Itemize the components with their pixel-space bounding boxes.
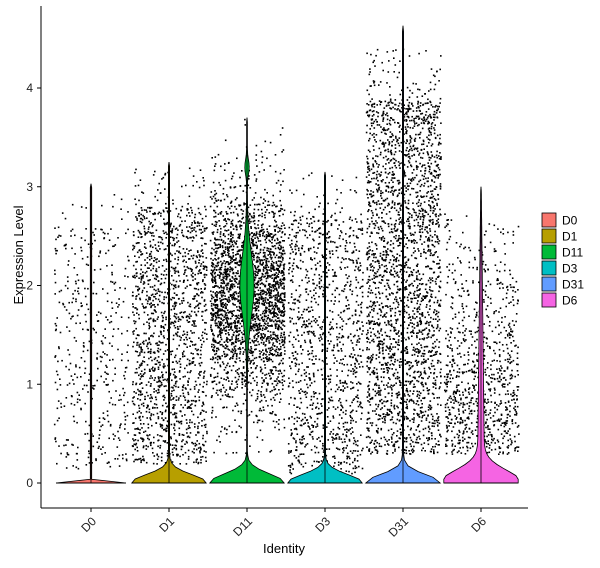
legend-label: D6 [562, 294, 578, 308]
legend-swatch [541, 276, 557, 292]
points-D3 [287, 172, 364, 475]
legend-label: D1 [562, 230, 578, 244]
legend-label: D3 [562, 262, 578, 276]
legend-label: D11 [562, 246, 583, 260]
legend-item-D31: D31 [541, 276, 584, 292]
legend-swatch [541, 244, 557, 260]
legend: D0 D1 D11 D3 D31 D6 [541, 212, 584, 308]
y-tick-label: 2 [26, 279, 33, 293]
legend-item-D6: D6 [541, 292, 578, 308]
legend-item-D0: D0 [541, 212, 578, 228]
x-tick-label: D11 [230, 514, 255, 539]
y-tick-label: 0 [26, 476, 33, 490]
violin-D1 [130, 162, 208, 484]
x-tick-label: D31 [386, 514, 412, 540]
legend-swatch [541, 212, 557, 228]
y-axis-title: Expression Level [11, 205, 26, 304]
legend-item-D11: D11 [541, 244, 583, 260]
legend-item-D1: D1 [541, 228, 578, 244]
violin-D0 [55, 183, 127, 484]
legend-swatch [541, 292, 557, 308]
x-tick-label: D1 [156, 514, 177, 535]
violin-D3 [286, 171, 364, 484]
x-tick-label: D0 [78, 514, 99, 535]
points-layer [53, 48, 520, 475]
points-D6 [443, 213, 520, 455]
points-D31 [365, 48, 442, 455]
y-tick-label: 4 [26, 81, 33, 95]
legend-label: D31 [562, 278, 584, 292]
violin-D6 [443, 186, 519, 484]
x-axis-title: Identity [263, 541, 305, 556]
violin-layer [55, 25, 519, 484]
y-tick-label: 3 [26, 180, 33, 194]
legend-label: D0 [562, 214, 578, 228]
violin-D11 [208, 117, 286, 484]
y-tick-label: 1 [26, 377, 33, 391]
points-D1 [131, 167, 208, 465]
x-tick-label: D3 [312, 514, 333, 535]
violin-D31 [364, 25, 442, 484]
legend-swatch [541, 228, 557, 244]
legend-item-D3: D3 [541, 260, 578, 276]
legend-swatch [541, 260, 557, 276]
x-tick-label: D6 [468, 514, 489, 535]
